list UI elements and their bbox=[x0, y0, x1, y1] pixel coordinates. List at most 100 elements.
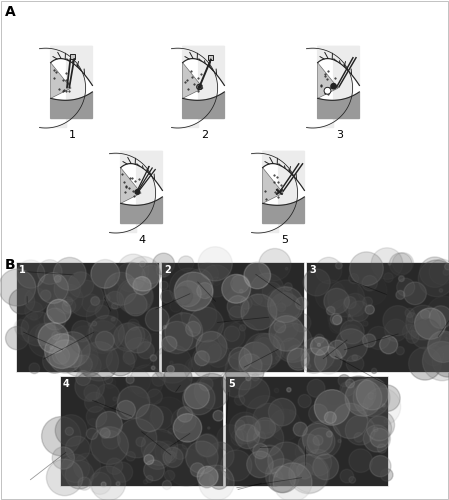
Circle shape bbox=[273, 463, 312, 500]
Circle shape bbox=[315, 334, 324, 344]
Circle shape bbox=[15, 316, 41, 342]
Circle shape bbox=[147, 389, 163, 404]
Circle shape bbox=[151, 366, 155, 370]
Circle shape bbox=[68, 272, 94, 297]
Polygon shape bbox=[40, 48, 86, 128]
Circle shape bbox=[72, 320, 93, 342]
Circle shape bbox=[74, 453, 101, 480]
Circle shape bbox=[174, 286, 193, 305]
Circle shape bbox=[14, 320, 29, 334]
Circle shape bbox=[331, 84, 336, 89]
Circle shape bbox=[344, 296, 356, 308]
Polygon shape bbox=[183, 92, 224, 118]
Bar bbox=[16, 262, 159, 372]
Circle shape bbox=[363, 425, 391, 452]
Polygon shape bbox=[263, 197, 304, 224]
Circle shape bbox=[414, 308, 446, 340]
Circle shape bbox=[324, 412, 336, 424]
Circle shape bbox=[168, 428, 174, 434]
Polygon shape bbox=[110, 153, 156, 233]
Circle shape bbox=[35, 324, 57, 345]
Circle shape bbox=[197, 282, 213, 298]
Circle shape bbox=[111, 302, 118, 309]
Circle shape bbox=[363, 388, 401, 426]
Circle shape bbox=[88, 323, 91, 326]
Circle shape bbox=[268, 287, 304, 322]
Circle shape bbox=[276, 356, 280, 360]
Circle shape bbox=[239, 378, 270, 408]
Circle shape bbox=[380, 468, 393, 481]
Circle shape bbox=[105, 377, 116, 388]
Circle shape bbox=[255, 418, 276, 438]
Circle shape bbox=[327, 391, 340, 404]
Circle shape bbox=[95, 305, 109, 319]
Circle shape bbox=[389, 253, 412, 276]
Circle shape bbox=[96, 384, 120, 407]
Circle shape bbox=[199, 473, 214, 488]
Circle shape bbox=[65, 436, 90, 461]
Circle shape bbox=[92, 321, 97, 326]
Circle shape bbox=[197, 466, 218, 487]
Circle shape bbox=[253, 334, 276, 356]
Circle shape bbox=[53, 258, 86, 290]
Circle shape bbox=[295, 298, 308, 310]
Polygon shape bbox=[317, 92, 360, 118]
Circle shape bbox=[265, 290, 291, 315]
Circle shape bbox=[302, 424, 332, 454]
Circle shape bbox=[144, 460, 164, 480]
Circle shape bbox=[269, 398, 296, 426]
Circle shape bbox=[222, 322, 260, 360]
Circle shape bbox=[170, 300, 181, 312]
Circle shape bbox=[329, 354, 341, 366]
Circle shape bbox=[290, 410, 295, 414]
Circle shape bbox=[86, 428, 98, 440]
Text: 2: 2 bbox=[164, 265, 171, 275]
Circle shape bbox=[348, 316, 353, 322]
Polygon shape bbox=[307, 48, 352, 128]
Circle shape bbox=[314, 390, 350, 425]
Bar bbox=[225, 376, 388, 486]
Circle shape bbox=[178, 256, 194, 272]
Circle shape bbox=[91, 426, 128, 465]
Circle shape bbox=[270, 313, 298, 342]
Circle shape bbox=[282, 295, 293, 306]
Circle shape bbox=[155, 441, 177, 462]
Circle shape bbox=[231, 275, 249, 293]
Circle shape bbox=[346, 379, 355, 388]
Circle shape bbox=[341, 376, 376, 411]
Circle shape bbox=[445, 338, 448, 340]
Circle shape bbox=[270, 292, 300, 322]
Circle shape bbox=[277, 303, 286, 312]
Circle shape bbox=[196, 434, 218, 456]
Circle shape bbox=[382, 404, 385, 407]
Polygon shape bbox=[121, 168, 141, 203]
Circle shape bbox=[185, 322, 201, 336]
Circle shape bbox=[144, 441, 172, 470]
Circle shape bbox=[199, 377, 213, 391]
Circle shape bbox=[162, 336, 177, 351]
Circle shape bbox=[328, 280, 365, 317]
Circle shape bbox=[75, 372, 105, 402]
Circle shape bbox=[126, 376, 134, 384]
Circle shape bbox=[326, 306, 335, 315]
Circle shape bbox=[286, 345, 309, 368]
Circle shape bbox=[197, 263, 219, 285]
Circle shape bbox=[9, 288, 35, 314]
Circle shape bbox=[253, 444, 268, 459]
Circle shape bbox=[89, 316, 124, 351]
Circle shape bbox=[213, 410, 224, 421]
Circle shape bbox=[371, 368, 377, 374]
Text: 4: 4 bbox=[63, 379, 70, 389]
Circle shape bbox=[296, 462, 313, 479]
Circle shape bbox=[209, 470, 229, 490]
Circle shape bbox=[324, 288, 349, 314]
Circle shape bbox=[229, 306, 244, 321]
Circle shape bbox=[151, 397, 186, 432]
Circle shape bbox=[303, 420, 341, 459]
Polygon shape bbox=[317, 62, 338, 98]
Circle shape bbox=[150, 354, 157, 361]
Circle shape bbox=[241, 294, 277, 330]
Circle shape bbox=[396, 290, 405, 300]
Circle shape bbox=[144, 454, 154, 464]
Circle shape bbox=[102, 430, 120, 449]
